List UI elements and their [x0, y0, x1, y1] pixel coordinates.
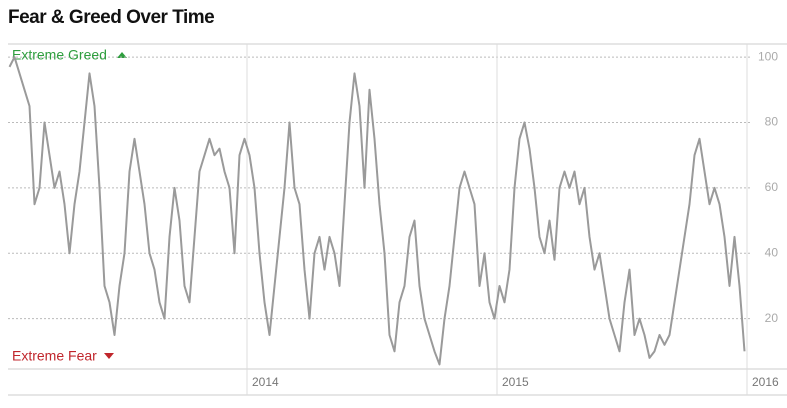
- chart-title: Fear & Greed Over Time: [8, 7, 214, 28]
- y-tick-label: 80: [765, 115, 779, 129]
- y-tick-label: 20: [765, 311, 779, 325]
- fear-triangle: [104, 353, 114, 359]
- x-tick-label: 2014: [252, 375, 279, 389]
- x-tick-label: 2015: [502, 375, 529, 389]
- line-series: [8, 56, 746, 366]
- x-tick-label: 2016: [752, 375, 779, 389]
- annotation-greed: Extreme Greed: [12, 47, 107, 63]
- y-tick-label: 40: [765, 245, 779, 259]
- y-tick-label: 100: [758, 49, 778, 63]
- annotation-fear: Extreme Fear: [12, 348, 97, 364]
- greed-triangle: [117, 52, 127, 58]
- y-tick-label: 60: [765, 180, 779, 194]
